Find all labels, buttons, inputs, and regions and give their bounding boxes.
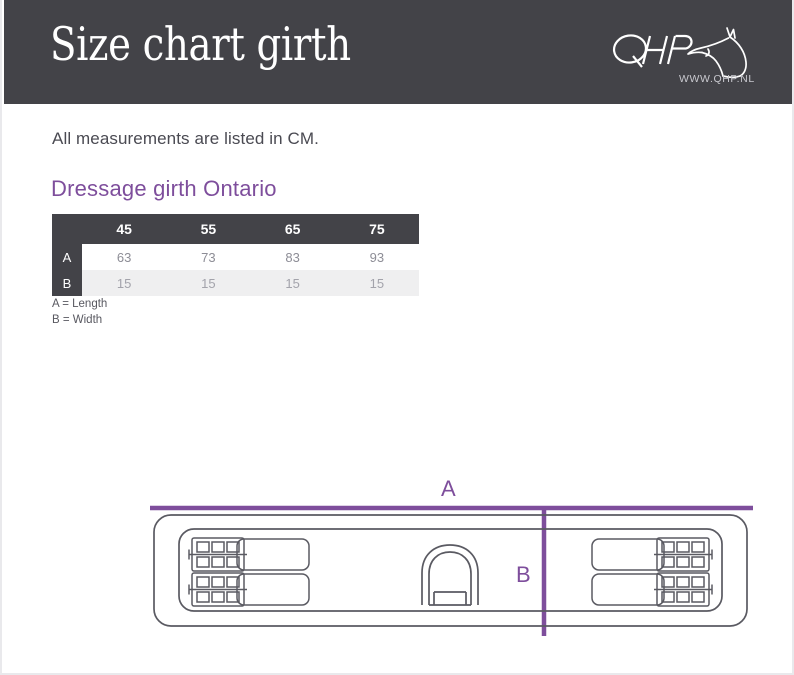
legend-item-b: B = Width	[52, 314, 103, 326]
table-col-header: 65	[250, 214, 335, 244]
measure-label-a: A	[441, 476, 456, 501]
girth-diagram	[2, 455, 792, 655]
measure-label-b: B	[516, 562, 531, 587]
measurement-units-note: All measurements are listed in CM.	[52, 129, 319, 148]
table-cell: 15	[334, 270, 419, 296]
page-title: Size chart girth	[50, 17, 351, 71]
table-cell: 15	[82, 270, 167, 296]
table-col-header: 55	[166, 214, 251, 244]
d-ring-icon	[421, 544, 479, 606]
table-col-header: 75	[334, 214, 419, 244]
qhp-logo: WWW.QHP.NL	[609, 26, 759, 88]
size-table-head: 45 55 65 75	[52, 214, 419, 244]
left-buckle-straps	[188, 537, 310, 607]
logo-wordmark-icon	[612, 34, 648, 68]
right-buckle-straps	[591, 537, 713, 607]
table-row-label: A	[52, 244, 82, 270]
table-corner-cell	[52, 214, 82, 244]
table-cell: 15	[250, 270, 335, 296]
table-header-row: 45 55 65 75	[52, 214, 419, 244]
table-row-label: B	[52, 270, 82, 296]
logo-url-text: WWW.QHP.NL	[679, 73, 755, 85]
girth-inner-outline	[178, 528, 723, 612]
girth-outer-outline	[153, 514, 748, 627]
table-cell: 93	[334, 244, 419, 270]
table-cell: 15	[166, 270, 251, 296]
table-row: A 63 73 83 93	[52, 244, 419, 270]
table-cell: 73	[166, 244, 251, 270]
table-cell: 63	[82, 244, 167, 270]
measurement-legend: A = Length B = Width	[52, 296, 107, 328]
page-header: Size chart girth	[4, 0, 792, 104]
table-col-header: 45	[82, 214, 167, 244]
size-table: 45 55 65 75 A 63 73 83 93 B 15 15 15 15	[52, 214, 419, 296]
table-cell: 83	[250, 244, 335, 270]
legend-item-a: A = Length	[52, 298, 108, 310]
table-row: B 15 15 15 15	[52, 270, 419, 296]
size-table-body: A 63 73 83 93 B 15 15 15 15	[52, 244, 419, 296]
horse-head-icon	[687, 27, 747, 79]
product-heading: Dressage girth Ontario	[51, 176, 277, 201]
